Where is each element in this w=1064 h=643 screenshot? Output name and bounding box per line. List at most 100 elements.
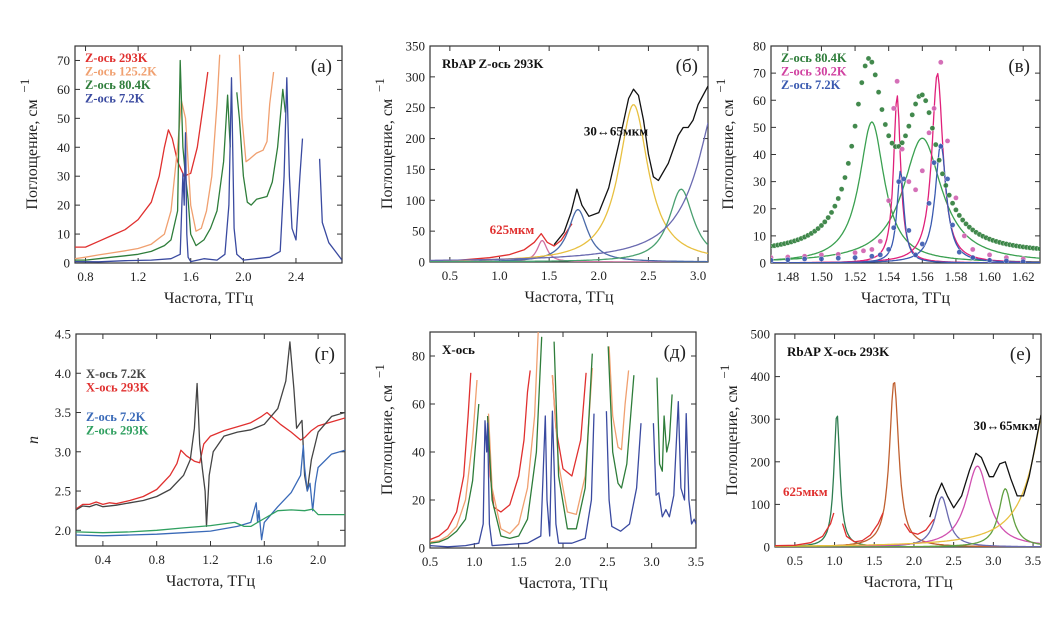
legend-entry: Z-ось 30.2K xyxy=(781,65,847,79)
annotation-label: 30↔65мкм xyxy=(974,418,1038,433)
chart-panel-c: 1.48 1.50 1.52 1.54 1.56 1.58 1.60 1.62 0 10 20 30 4… xyxy=(713,39,1041,307)
series-line-fit-1-75 xyxy=(775,382,1041,547)
data-point xyxy=(919,167,926,174)
data-point xyxy=(882,121,889,128)
plot-frame xyxy=(429,331,697,549)
data-point xyxy=(855,101,862,107)
legend-entry: Z-ось 80.4K xyxy=(85,78,151,92)
x-tick-label: 1.50 xyxy=(810,269,833,284)
data-point xyxy=(956,249,963,255)
y-tick-label: 100 xyxy=(751,497,771,512)
x-tick-label: 0.8 xyxy=(149,552,165,567)
chart-panel-a: 0.8 1.2 1.6 2.0 2.4 0 10 20 30 40 50 60 70 Частота, Т… xyxy=(17,45,343,307)
data-point xyxy=(842,174,848,181)
data-point xyxy=(912,252,919,258)
series-line-data-30-65- xyxy=(553,85,708,246)
data-point xyxy=(963,221,969,227)
y-axis-title-superscript: −1 xyxy=(17,79,32,93)
x-tick-label: 0.5 xyxy=(787,553,803,568)
data-point xyxy=(938,143,944,150)
series-line-x-293k xyxy=(76,411,345,510)
series-line-7k xyxy=(652,400,696,525)
chart-title: RbAP X-ось 293K xyxy=(787,344,890,359)
y-tick-label: 500 xyxy=(751,327,771,342)
data-point xyxy=(961,233,968,239)
y-axis-title-superscript: −1 xyxy=(372,364,387,378)
chart-panel-b: 0.5 1.0 1.5 2.0 2.5 3.0 0 50 100 150 200 250 300 350 Ч… xyxy=(372,39,709,306)
x-tick-label: 2.0 xyxy=(310,552,326,567)
panel-label: (а) xyxy=(311,56,332,77)
legend-entry: Z-ось 7.2K xyxy=(86,410,146,424)
series-line-fit-2-35 xyxy=(430,104,708,262)
y-tick-label: 60 xyxy=(412,397,425,412)
series-line-data-625- xyxy=(430,223,573,262)
legend-entry: Z-ось 80.4K xyxy=(781,51,847,65)
legend-entry: X-ось 7.2K xyxy=(86,367,146,381)
plot-frame xyxy=(74,45,343,264)
data-point xyxy=(865,55,872,62)
x-tick-label: 2.4 xyxy=(288,269,305,284)
x-axis-title: Частота, ТГц xyxy=(164,290,253,307)
y-tick-label: 200 xyxy=(751,454,771,469)
data-point xyxy=(949,200,956,206)
y-tick-label: 10 xyxy=(753,228,766,243)
data-point xyxy=(894,78,900,85)
x-tick-label: 1.6 xyxy=(183,269,200,284)
x-axis-title: Частота, ТГц xyxy=(863,574,952,591)
data-point xyxy=(936,157,942,163)
data-point xyxy=(1020,258,1026,263)
legend-entry: Z-ось 7.2K xyxy=(85,92,145,106)
y-tick-label: 60 xyxy=(753,93,766,108)
data-point xyxy=(771,257,774,263)
series-line-z-125-2k xyxy=(238,54,275,163)
y-tick-label: 50 xyxy=(412,224,425,239)
data-point xyxy=(969,254,976,261)
x-tick-label: 2.0 xyxy=(591,268,607,283)
y-axis-title-superscript: −1 xyxy=(372,78,387,92)
x-tick-label: 1.58 xyxy=(945,269,968,284)
series-line-7k xyxy=(605,411,642,532)
y-tick-label: 400 xyxy=(751,369,771,384)
x-tick-label: 3.5 xyxy=(688,554,704,569)
data-point xyxy=(890,224,897,231)
data-point xyxy=(1003,258,1010,263)
series-line-z-293k xyxy=(75,71,209,248)
chart-panel-d: 0.4 0.8 1.2 1.6 2.0 2.0 2.5 3.0 3.5 4.0 4.5 Частота… xyxy=(25,327,346,590)
data-point xyxy=(877,238,884,245)
series-line-data-30-65- xyxy=(929,414,1041,518)
y-tick-label: 4.0 xyxy=(55,366,71,381)
series-line-125k xyxy=(487,332,539,535)
y-tick-label: 200 xyxy=(406,131,426,146)
y-tick-label: 0 xyxy=(764,540,771,555)
series-line-fit-3-15 xyxy=(775,488,1041,547)
series-line-data-625- xyxy=(903,518,935,535)
y-axis-title: Поглощение, см xyxy=(720,99,737,209)
y-tick-label: 80 xyxy=(412,349,425,364)
series-line-125k xyxy=(430,379,478,543)
data-point xyxy=(899,146,905,152)
y-tick-label: 2.0 xyxy=(55,523,71,538)
y-tick-label: 20 xyxy=(412,493,425,508)
data-point xyxy=(885,132,892,139)
x-tick-label: 1.5 xyxy=(866,553,882,568)
x-tick-label: 2.0 xyxy=(906,553,922,568)
y-tick-label: 30 xyxy=(57,169,70,184)
data-point xyxy=(986,257,993,263)
series-line-z-7-2k xyxy=(75,77,304,263)
y-tick-label: 40 xyxy=(753,147,766,162)
data-point xyxy=(879,106,885,113)
data-point xyxy=(944,138,951,144)
data-point xyxy=(848,143,855,149)
y-tick-label: 30 xyxy=(753,174,766,189)
x-tick-label: 1.48 xyxy=(776,269,799,284)
y-tick-label: 20 xyxy=(753,201,766,216)
x-tick-label: 1.0 xyxy=(826,553,842,568)
series-line-z-80-4k xyxy=(236,88,287,206)
y-tick-label: 50 xyxy=(753,120,766,135)
data-point xyxy=(919,92,926,98)
annotation-label: 625мкм xyxy=(783,484,828,499)
y-tick-label: 250 xyxy=(406,100,426,115)
data-point xyxy=(895,178,902,185)
x-tick-label: 1.0 xyxy=(491,268,507,283)
y-tick-label: 40 xyxy=(57,140,70,155)
